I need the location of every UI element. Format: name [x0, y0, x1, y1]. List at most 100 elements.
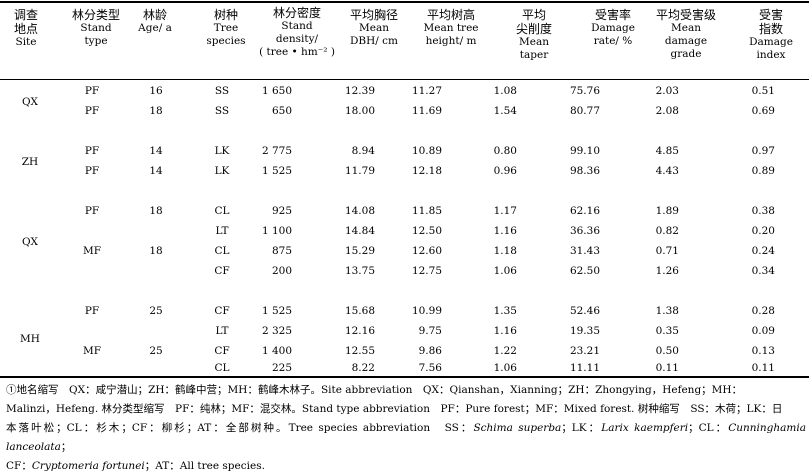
cell-grade: 1.38: [655, 305, 679, 317]
cell-dbh: 14.84: [344, 225, 375, 237]
cell-rate: 62.16: [569, 205, 600, 217]
cell-rate: 31.43: [569, 245, 600, 257]
cell-type: PF: [84, 205, 100, 217]
footnote-line-3: 本落叶松；CL：杉木；CF：柳杉；AT：全部树种。Tree species ab…: [6, 422, 806, 453]
column-header-en: Tree species: [206, 22, 246, 47]
cell-type: PF: [84, 145, 100, 157]
cell-age: 18: [149, 245, 163, 257]
cell-index: 0.89: [751, 165, 775, 177]
column-header-zh: 受害 指数: [758, 8, 783, 36]
footnote-line-4: CF：Cryptomeria fortunei；AT：All tree spec…: [6, 460, 265, 472]
footnote: ①地名缩写 QX：咸宁潜山；ZH：鹤峰中营；MH：鹤峰木林子。Site abbr…: [6, 381, 806, 476]
header-rule: [0, 79, 809, 80]
cell-species: CF: [214, 265, 230, 277]
cell-dbh: 15.68: [344, 305, 375, 317]
cell-height: 11.27: [411, 85, 442, 97]
cell-grade: 0.50: [655, 345, 679, 357]
bottom-rule: [0, 376, 809, 378]
column-header-en: Stand density/ ( tree • hm⁻² ): [259, 20, 335, 58]
cell-taper: 1.16: [493, 225, 517, 237]
cell-type: PF: [84, 165, 100, 177]
cell-height: 11.85: [411, 205, 442, 217]
cell-species: CF: [214, 345, 230, 357]
cell-grade: 0.82: [655, 225, 679, 237]
cell-rate: 98.36: [569, 165, 600, 177]
cell-index: 0.24: [751, 245, 775, 257]
cell-density: 2 775: [261, 145, 292, 157]
cell-species: CF: [214, 305, 230, 317]
cell-species: LK: [214, 165, 230, 177]
cell-height: 11.69: [411, 105, 442, 117]
cell-age: 25: [149, 305, 163, 317]
cell-grade: 4.43: [655, 165, 679, 177]
cell-density: 200: [271, 265, 292, 277]
column-header-en: Damage index: [749, 36, 793, 61]
cell-type: MF: [82, 245, 102, 257]
site-label-mh: MH: [20, 333, 40, 345]
cell-grade: 1.26: [655, 265, 679, 277]
cell-height: 9.86: [418, 345, 442, 357]
column-header-en: Mean taper: [519, 36, 549, 61]
cell-species: CL: [214, 205, 230, 217]
cell-dbh: 11.79: [344, 165, 375, 177]
cell-height: 12.60: [411, 245, 442, 257]
cell-index: 0.69: [751, 105, 775, 117]
column-header-zh: 平均树高: [426, 8, 475, 22]
column-header-en: Mean tree height/ m: [423, 22, 479, 47]
cell-species: LK: [214, 145, 230, 157]
cell-density: 650: [271, 105, 292, 117]
cell-species: LT: [215, 225, 229, 237]
cell-taper: 1.06: [493, 362, 517, 374]
column-header-2: 林龄 Age/ a: [130, 8, 180, 35]
cell-index: 0.97: [751, 145, 775, 157]
column-header-10: 受害 指数 Damage index: [741, 8, 801, 62]
footnote-line-2: Malinzi，Hefeng. 林分类型缩写 PF：纯林；MF：混交林。Stan…: [6, 403, 783, 415]
column-header-3: 树种 Tree species: [196, 8, 256, 48]
cell-index: 0.51: [751, 85, 775, 97]
column-header-6: 平均树高 Mean tree height/ m: [415, 8, 487, 48]
cell-density: 1 650: [261, 85, 292, 97]
cell-age: 25: [149, 345, 163, 357]
cell-rate: 62.50: [569, 265, 600, 277]
cell-taper: 0.96: [493, 165, 517, 177]
cell-age: 18: [149, 105, 163, 117]
cell-taper: 1.17: [493, 205, 517, 217]
column-header-zh: 林分类型: [71, 8, 120, 22]
site-label-qx-2: QX: [21, 236, 39, 248]
column-header-en: Age/ a: [138, 22, 172, 34]
cell-density: 1 400: [261, 345, 292, 357]
column-header-zh: 树种: [213, 8, 238, 22]
cell-density: 2 325: [261, 325, 292, 337]
column-header-zh: 调查 地点: [13, 8, 38, 36]
cell-index: 0.11: [751, 362, 775, 374]
cell-density: 1 100: [261, 225, 292, 237]
cell-dbh: 15.29: [344, 245, 375, 257]
cell-index: 0.09: [751, 325, 775, 337]
cell-age: 14: [149, 165, 163, 177]
cell-grade: 2.08: [655, 105, 679, 117]
cell-density: 1 525: [261, 165, 292, 177]
cell-rate: 19.35: [569, 325, 600, 337]
cell-density: 925: [271, 205, 292, 217]
cell-rate: 11.11: [569, 362, 600, 374]
cell-taper: 1.35: [493, 305, 517, 317]
cell-density: 1 525: [261, 305, 292, 317]
column-header-7: 平均 尖削度 Mean taper: [506, 8, 562, 62]
column-header-0: 调查 地点 Site: [1, 8, 51, 49]
cell-taper: 1.16: [493, 325, 517, 337]
cell-rate: 80.77: [569, 105, 600, 117]
cell-dbh: 12.55: [344, 345, 375, 357]
cell-dbh: 8.22: [351, 362, 375, 374]
site-label-qx-1: QX: [21, 96, 39, 108]
cell-height: 10.89: [411, 145, 442, 157]
cell-height: 12.50: [411, 225, 442, 237]
cell-height: 12.18: [411, 165, 442, 177]
column-header-en: Site: [15, 36, 37, 48]
cell-type: PF: [84, 305, 100, 317]
cell-height: 7.56: [418, 362, 442, 374]
cell-taper: 0.80: [493, 145, 517, 157]
cell-type: PF: [84, 105, 100, 117]
cell-index: 0.20: [751, 225, 775, 237]
column-header-zh: 平均胸径: [349, 8, 398, 22]
cell-species: SS: [214, 85, 230, 97]
